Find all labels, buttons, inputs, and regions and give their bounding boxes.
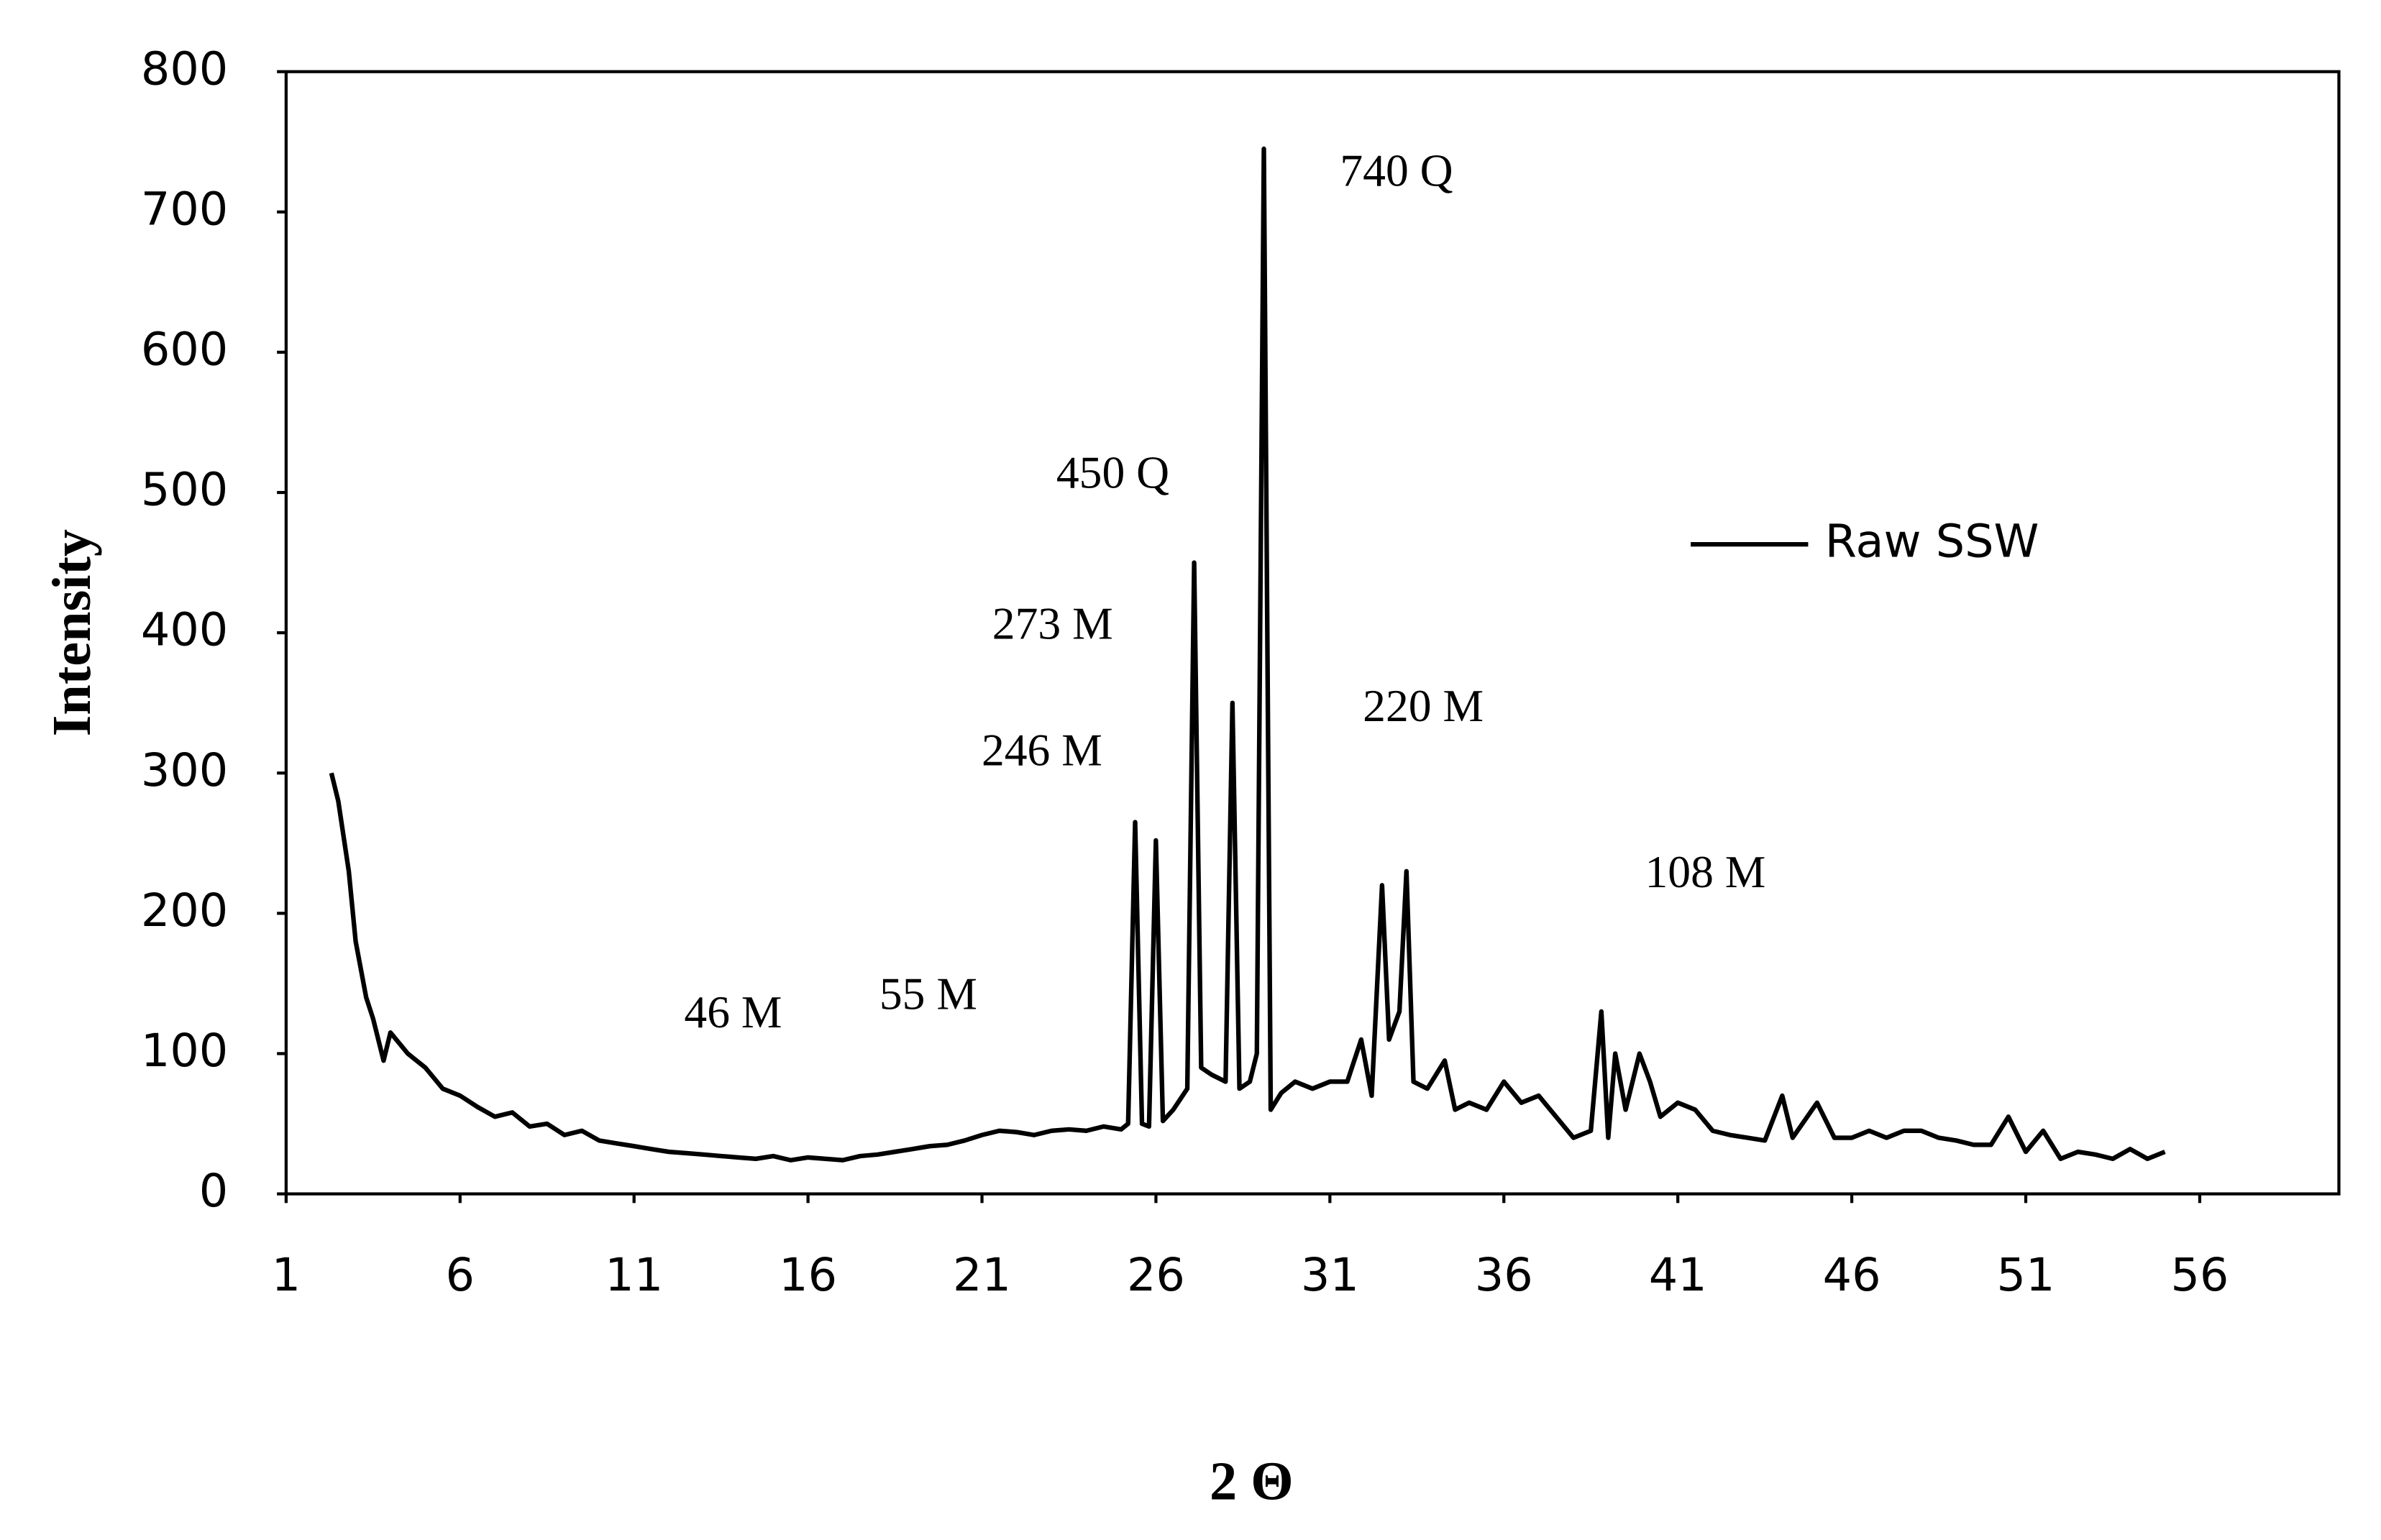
data-line: [329, 146, 2166, 1163]
annotation: 273 M: [992, 597, 1113, 648]
x-tick-label: 26: [1127, 1249, 1185, 1302]
y-tick-label: 600: [141, 323, 228, 376]
annotation: 450 Q: [1056, 446, 1169, 498]
x-axis-title: 2 Θ: [1210, 1450, 1294, 1511]
annotation: 46 M: [684, 986, 782, 1037]
y-axis-title: Intensity: [41, 529, 102, 736]
x-tick-label: 16: [779, 1249, 837, 1302]
plot-frame: [284, 70, 2341, 1196]
annotation: 246 M: [982, 724, 1102, 775]
y-tick-label: 0: [199, 1165, 228, 1218]
y-tick-label: 100: [141, 1025, 228, 1078]
x-tick-label: 6: [446, 1249, 475, 1302]
annotation: 220 M: [1363, 680, 1484, 731]
legend-label: Raw SSW: [1825, 515, 2039, 569]
y-tick-label: 800: [141, 42, 228, 96]
annotation: 55 M: [879, 968, 977, 1019]
x-tick-label: 36: [1475, 1249, 1533, 1302]
y-tick-label: 700: [141, 183, 228, 236]
y-tick-label: 500: [141, 464, 228, 517]
y-tick-label: 400: [141, 604, 228, 657]
x-tick-label: 41: [1649, 1249, 1707, 1302]
y-tick-label: 300: [141, 744, 228, 797]
x-tick-label: 51: [1997, 1249, 2055, 1302]
y-tick-label: 200: [141, 884, 228, 938]
x-tick-label: 31: [1301, 1249, 1359, 1302]
x-tick-label: 21: [953, 1249, 1011, 1302]
annotation: 740 Q: [1340, 145, 1453, 196]
x-tick-label: 46: [1823, 1249, 1881, 1302]
x-tick-label: 56: [2170, 1249, 2229, 1302]
x-tick-label: 11: [605, 1249, 663, 1302]
x-tick-label: 1: [272, 1249, 301, 1302]
annotation: 108 M: [1645, 846, 1765, 897]
